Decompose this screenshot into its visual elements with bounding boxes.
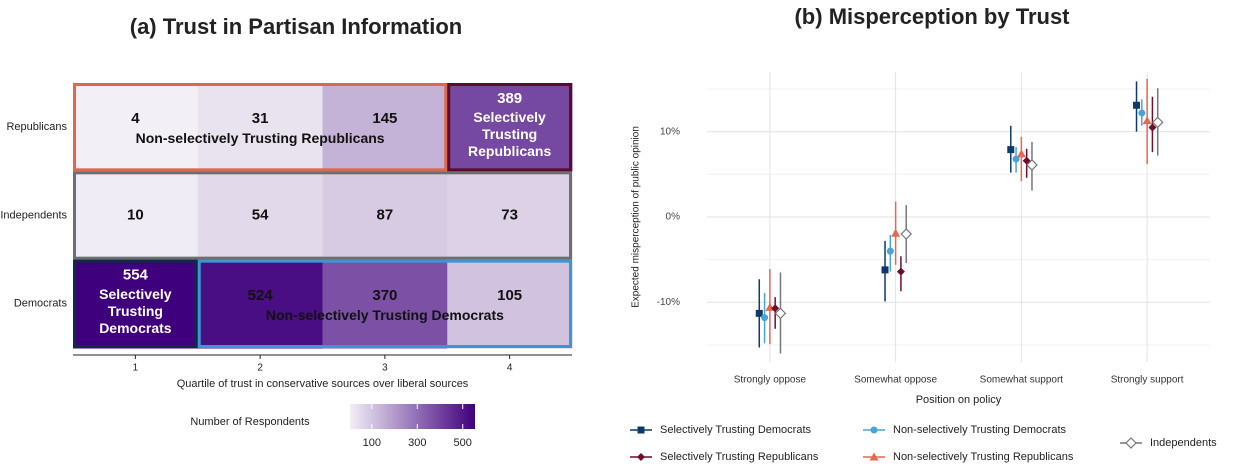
chart-title: (a) Trust in Partisan Information: [130, 14, 462, 39]
point: [771, 304, 780, 313]
cell-label: 10: [127, 206, 144, 223]
y-tick-label: Republicans: [6, 121, 67, 133]
legend-label: Non-selectively Trusting Republicans: [893, 451, 1074, 463]
chart-title: (b) Misperception by Trust: [794, 4, 1070, 29]
group-label: Non-selectively Trusting Democrats: [265, 306, 504, 323]
group-label-box: Selectively Trusting Democrats: [99, 285, 172, 336]
heatmap-cell: [447, 171, 573, 261]
x-tick-label: 3: [382, 363, 388, 374]
heatmap-cell: [197, 83, 323, 172]
point: [1151, 116, 1164, 129]
point: [755, 309, 763, 317]
cell-label: 524: [248, 287, 274, 304]
group-box: [73, 171, 572, 260]
legend-marker: [870, 426, 878, 434]
y-axis-label: Expected misperception of public opinion: [631, 126, 642, 308]
group-box: [447, 83, 572, 172]
colorbar-tick-label: 300: [408, 437, 426, 449]
x-tick-label: Somewhat oppose: [854, 375, 937, 386]
point: [1016, 149, 1026, 158]
colorbar-tick-label: 100: [363, 437, 381, 449]
cell-label: 4: [131, 110, 140, 127]
x-tick-label: 1: [133, 363, 139, 374]
legend-label: Independents: [1150, 437, 1217, 449]
legend-marker: [1125, 437, 1137, 449]
x-tick-label: Somewhat support: [980, 375, 1064, 386]
point: [761, 314, 769, 322]
legend-label: Selectively Trusting Democrats: [660, 424, 811, 436]
group-label: Selectively Trusting Republicans: [468, 109, 552, 159]
x-axis-label: Quartile of trust in conservative source…: [177, 378, 469, 390]
x-tick-label: Strongly support: [1111, 375, 1184, 386]
heatmap-cell: [322, 259, 448, 349]
point: [1007, 146, 1015, 154]
cell-label: 105: [497, 287, 522, 304]
legend-label: Non-selectively Trusting Democrats: [893, 424, 1067, 436]
heatmap-cell: [322, 171, 448, 261]
heatmap-cell: [322, 83, 448, 172]
cell-label: 145: [372, 110, 397, 127]
point: [1133, 101, 1141, 109]
heatmap-cell: [197, 171, 323, 261]
cell-label: 389: [497, 90, 522, 107]
point: [1026, 159, 1038, 171]
colorbar-title: Number of Respondents: [190, 416, 310, 428]
point: [881, 266, 889, 274]
group-label-box: Non-selectively Trusting Democrats: [265, 306, 504, 323]
x-tick-label: 2: [257, 363, 263, 374]
legend-label: Selectively Trusting Republicans: [660, 451, 819, 463]
heatmap-cell: [73, 171, 199, 261]
cell-label: 554: [123, 267, 149, 284]
legend-marker: [869, 452, 879, 461]
group-label: Selectively Trusting Democrats: [99, 285, 172, 336]
point: [891, 228, 901, 237]
group-label: Non-selectively Trusting Republicans: [135, 130, 385, 147]
point: [1142, 116, 1152, 125]
heatmap-cell: [73, 83, 199, 172]
colorbar-tick-label: 500: [454, 437, 472, 449]
heatmap-cell: [447, 259, 573, 349]
legend-marker: [637, 453, 645, 461]
y-tick-label: Democrats: [14, 298, 68, 310]
group-box: [73, 259, 198, 348]
y-tick-label: -10%: [657, 297, 680, 308]
heatmap-cell: [73, 259, 199, 349]
point: [774, 307, 787, 320]
cell-label: 54: [252, 206, 269, 223]
y-tick-label: Independents: [0, 209, 67, 221]
cell-label: 87: [377, 206, 394, 223]
cell-label: 370: [372, 287, 397, 304]
heatmap-cell: [447, 83, 573, 172]
point: [886, 247, 894, 255]
x-axis-label: Position on policy: [916, 394, 1002, 406]
x-tick-label: Strongly oppose: [734, 375, 807, 386]
cell-label: 31: [252, 110, 269, 127]
x-tick-label: 4: [507, 363, 513, 374]
heatmap-cell: [197, 259, 323, 349]
group-label-box: Selectively Trusting Republicans: [468, 109, 552, 159]
group-box: [197, 259, 572, 348]
point: [1138, 109, 1146, 117]
y-tick-label: 0%: [666, 212, 681, 223]
group-label-box: Non-selectively Trusting Republicans: [135, 130, 385, 147]
point: [1148, 123, 1157, 132]
group-box: [73, 83, 448, 172]
point: [896, 267, 905, 276]
colorbar: [350, 404, 475, 429]
point: [900, 228, 913, 240]
legend-marker: [637, 426, 645, 434]
y-tick-label: 10%: [660, 126, 680, 137]
cell-label: 73: [501, 206, 518, 223]
